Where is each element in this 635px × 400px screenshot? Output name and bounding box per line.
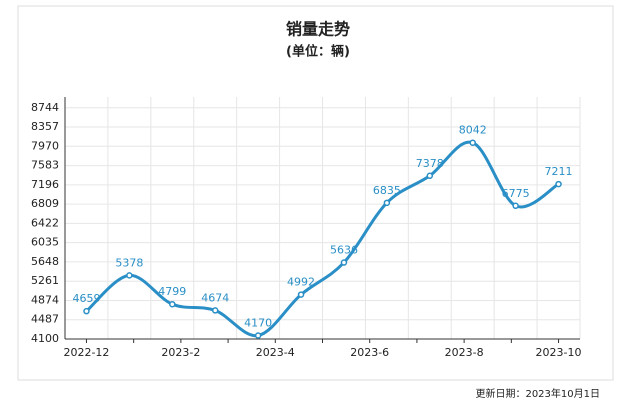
data-label: 6835 xyxy=(373,184,401,197)
chart-subtitle: (单位：辆) xyxy=(286,44,350,60)
point xyxy=(169,300,176,308)
y-tick-label: 6035 xyxy=(31,236,59,249)
y-tick-label: 7583 xyxy=(31,159,59,172)
y-tick-label: 5648 xyxy=(31,255,59,268)
point xyxy=(83,307,90,315)
y-tick-label: 5261 xyxy=(31,274,59,287)
x-tick-label: 2023-8 xyxy=(445,346,484,359)
y-tick-label: 4100 xyxy=(31,332,59,345)
point xyxy=(297,291,305,298)
point xyxy=(555,180,562,188)
point xyxy=(126,272,133,279)
data-label: 8042 xyxy=(459,124,487,137)
y-tick-label: 8744 xyxy=(31,101,59,114)
y-tick-label: 7196 xyxy=(31,178,59,191)
point xyxy=(383,199,391,207)
chart-title: 销量走势 xyxy=(286,20,350,39)
footer: 更新日期：2023年10月1日 xyxy=(475,387,600,400)
data-label: 4659 xyxy=(72,292,100,305)
data-label: 5378 xyxy=(115,256,143,269)
x-tick-label: 2023-6 xyxy=(350,346,389,359)
data-label: 4674 xyxy=(201,291,229,304)
frame xyxy=(17,5,614,381)
data-label: 4799 xyxy=(158,285,186,298)
point xyxy=(340,259,348,266)
point xyxy=(469,139,476,146)
data-label: 6775 xyxy=(502,187,530,200)
data-label: 7378 xyxy=(416,157,444,170)
y-tick-label: 4874 xyxy=(31,293,59,306)
point xyxy=(426,172,434,180)
data-label: 4992 xyxy=(287,276,315,289)
y-tick-label: 7970 xyxy=(31,139,59,152)
x-tick-label: 2023-10 xyxy=(536,346,582,359)
x-tick-label: 2023-2 xyxy=(161,346,200,359)
point xyxy=(512,202,519,210)
x-tick-label: 2022-12 xyxy=(63,346,109,359)
y-tick-label: 6809 xyxy=(31,197,59,210)
data-label: 4170 xyxy=(244,317,272,330)
point xyxy=(211,307,219,314)
data-label: 5636 xyxy=(330,244,358,257)
point xyxy=(254,332,262,339)
y-tick-label: 8357 xyxy=(31,120,59,133)
y-tick-label: 4487 xyxy=(31,313,59,326)
x-tick-label: 2023-4 xyxy=(256,346,295,359)
data-label: 7211 xyxy=(545,165,573,178)
y-tick-label: 6422 xyxy=(31,216,59,229)
